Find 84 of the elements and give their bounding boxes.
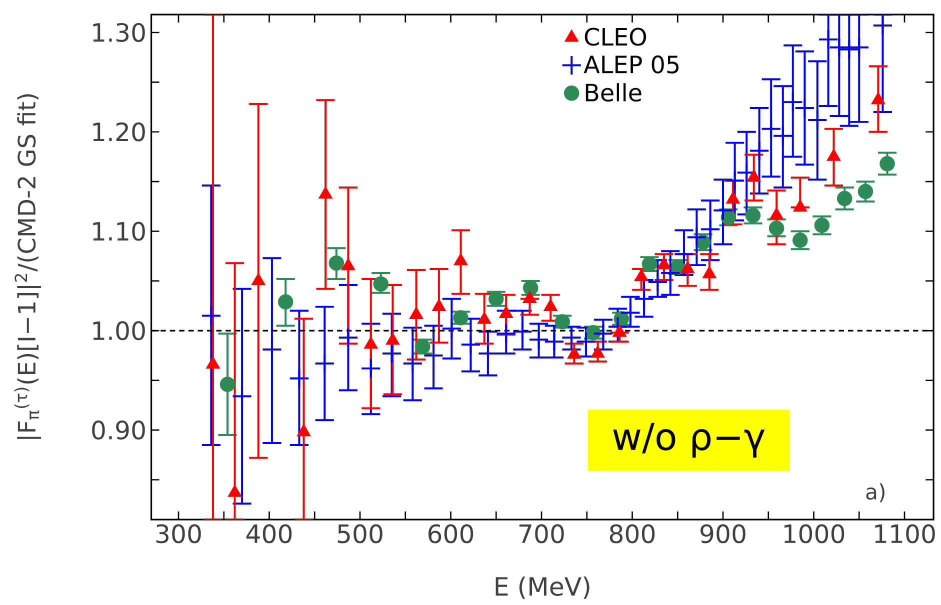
point [460, 334, 482, 355]
point [660, 262, 681, 284]
point [453, 310, 468, 326]
point [328, 255, 344, 271]
point [747, 170, 760, 182]
x-tick-label: 300 [156, 524, 201, 544]
point [702, 266, 716, 278]
point [297, 424, 310, 436]
point [726, 192, 740, 204]
point [338, 327, 358, 348]
x-tick-label: 800 [610, 524, 655, 544]
y-tick-label: 1.30 [93, 22, 145, 42]
point [794, 98, 815, 118]
point [432, 299, 446, 311]
y-tick-label: 1.20 [93, 122, 145, 142]
x-tick-label: 400 [246, 524, 292, 544]
point [288, 368, 310, 389]
point [807, 110, 828, 130]
point [613, 325, 626, 337]
point [736, 162, 757, 183]
point [478, 312, 491, 324]
point [386, 333, 400, 345]
point [500, 306, 513, 318]
point [342, 258, 355, 270]
x-axis-title: E (MeV) [496, 576, 590, 599]
point [220, 376, 236, 392]
point [360, 358, 382, 379]
point [592, 323, 614, 344]
point [523, 291, 536, 303]
point [228, 485, 242, 497]
x-tick-label: 900 [700, 524, 746, 544]
point [200, 305, 222, 326]
annotation: w/o ρ−γ [613, 422, 765, 458]
point [544, 299, 558, 311]
legend-label: CLEO [584, 28, 646, 46]
point [512, 321, 533, 342]
point [488, 291, 504, 306]
point [252, 274, 265, 286]
point [700, 218, 721, 240]
point [872, 92, 885, 104]
y-tick-label: 1.00 [93, 321, 145, 340]
point [206, 357, 220, 369]
legend-label: ALEP 05 [584, 55, 679, 74]
point [620, 302, 641, 324]
annotation: a) [866, 483, 884, 502]
y-axis-title: |F$_{π}$$^{(τ)}$(E)[I−1]|$^{2}$/(CMD-2 GS fit) [14, 94, 42, 439]
point [658, 258, 671, 270]
point [647, 272, 668, 292]
x-tick-label: 500 [338, 524, 382, 544]
y-tick-label: 1.10 [93, 222, 145, 241]
point [827, 149, 840, 161]
point [262, 339, 282, 360]
point [634, 288, 654, 310]
point [794, 200, 807, 212]
x-tick-label: 1000 [784, 524, 844, 544]
x-tick-label: 1100 [875, 524, 935, 544]
point [749, 140, 770, 161]
point [591, 346, 604, 358]
point [681, 262, 694, 274]
point [770, 208, 784, 220]
point [478, 343, 498, 364]
point [880, 156, 895, 172]
point [454, 254, 468, 266]
point [544, 331, 564, 352]
y-tick-label: 0.90 [92, 420, 145, 440]
point [836, 190, 852, 206]
point [568, 347, 581, 359]
point [782, 92, 804, 112]
point [232, 386, 252, 407]
legend-label: Belle [586, 83, 642, 102]
point [278, 294, 294, 310]
point [319, 187, 332, 199]
point [373, 276, 389, 292]
point [528, 329, 550, 350]
point [314, 353, 335, 374]
x-tick-label: 600 [428, 524, 474, 544]
point [410, 307, 423, 319]
point [576, 331, 596, 352]
x-tick-label: 700 [520, 524, 564, 544]
point [423, 345, 444, 366]
point [381, 343, 402, 364]
point [686, 226, 707, 248]
point [364, 337, 378, 349]
point [402, 353, 423, 374]
